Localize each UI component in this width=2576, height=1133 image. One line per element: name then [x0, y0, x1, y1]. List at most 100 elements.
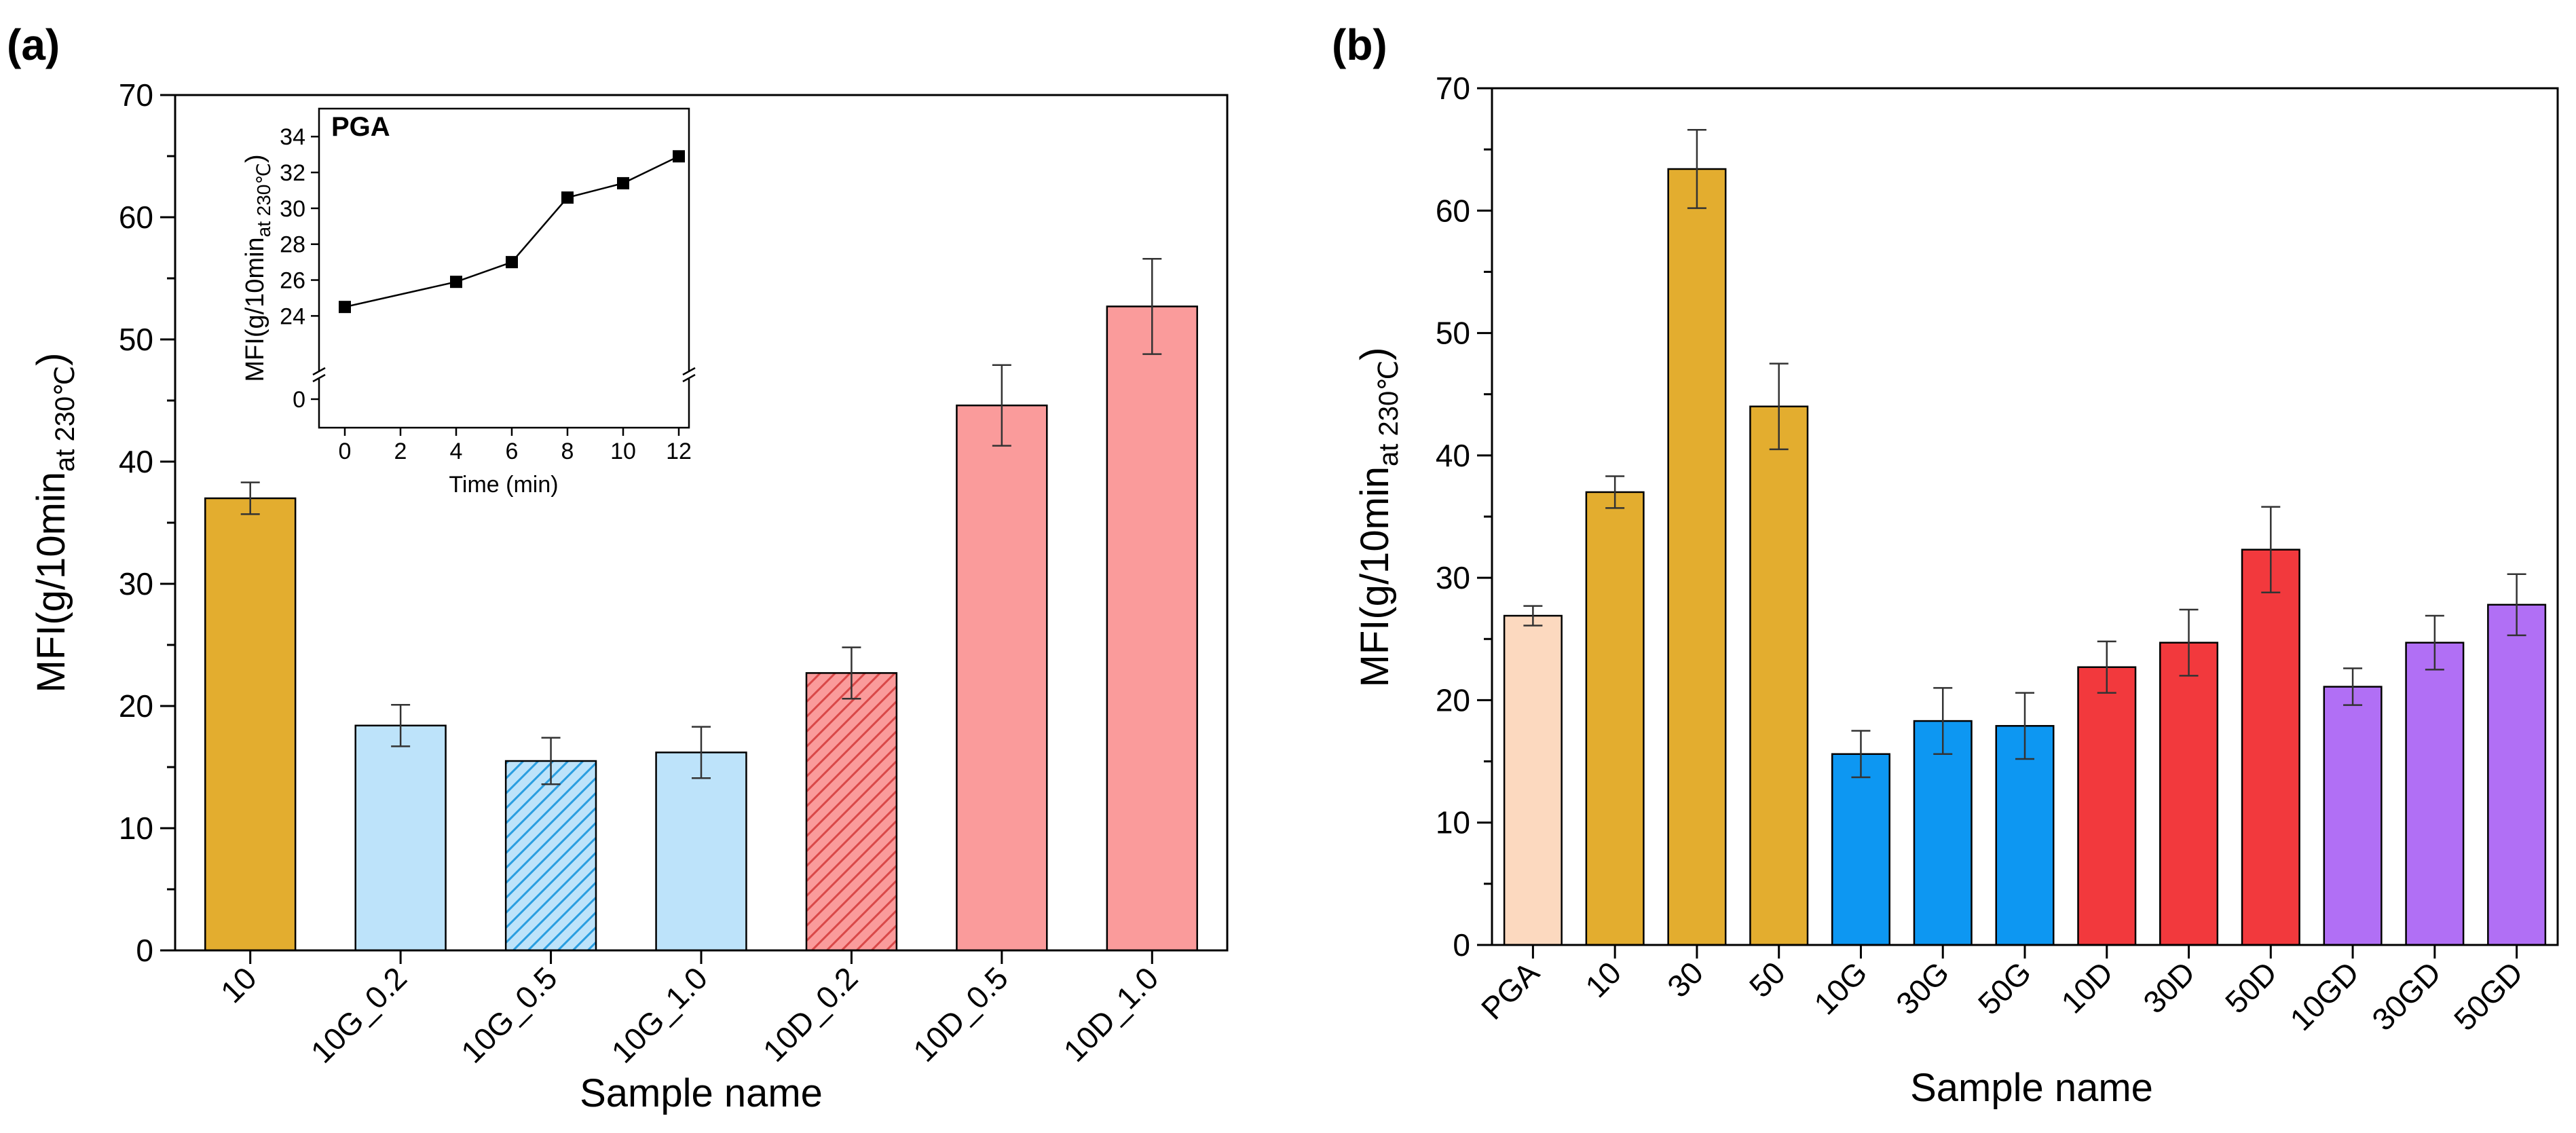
- inset-y-tick-label: 34: [280, 124, 305, 150]
- inset-y-tick-label: 28: [280, 232, 305, 258]
- panel-a-x-axis-title: Sample name: [580, 1071, 823, 1115]
- bar-50GD: [2487, 603, 2547, 946]
- panel-b-plot-frame: [1491, 87, 2559, 946]
- bar-10G: [1831, 753, 1890, 946]
- inset-point-12: [673, 150, 685, 163]
- x-tick-label-10G: 10G: [1807, 954, 1873, 1021]
- x-tick-label-10: 10: [1578, 954, 1628, 1004]
- inset-x-tick-label: 12: [666, 439, 692, 464]
- y-tick-label: 60: [119, 200, 153, 235]
- inset-x-tick-label: 10: [610, 439, 636, 464]
- y-title-close: ): [1353, 348, 1397, 360]
- x-tick-label-50GD: 50GD: [2447, 954, 2530, 1037]
- inset-y-title-subscript: at 230℃: [253, 163, 274, 237]
- bar-50G: [1995, 725, 2055, 946]
- x-tick-label-10D: 10D: [2054, 954, 2119, 1020]
- panel-b-x-axis-title: Sample name: [1910, 1066, 2153, 1110]
- bar-10D_1.0: [1106, 305, 1198, 952]
- y-tick-label: 30: [119, 566, 153, 601]
- bar-50: [1749, 405, 1809, 946]
- bar-30GD: [2405, 642, 2465, 946]
- axis-break-mark: [682, 373, 696, 383]
- inset-x-tick-label: 2: [394, 439, 407, 464]
- x-tick-label-30G: 30G: [1889, 954, 1956, 1021]
- x-tick-label-10D_1.0: 10D_1.0: [1057, 960, 1165, 1069]
- axis-break-mark: [682, 367, 696, 376]
- inset-y-tick-label: 30: [280, 196, 305, 222]
- inset-series-line: [344, 155, 679, 308]
- inset-title: PGA: [331, 112, 390, 142]
- inset-point-10: [617, 177, 629, 189]
- y-tick-label: 20: [119, 688, 153, 724]
- x-tick-label-10D_0.5: 10D_0.5: [906, 960, 1015, 1069]
- bar-10G_1.0: [655, 751, 747, 952]
- panel-a-label: (a): [7, 20, 60, 69]
- bar-10: [1585, 491, 1645, 946]
- bar-10: [204, 497, 297, 952]
- x-tick-label-30GD: 30GD: [2365, 954, 2448, 1037]
- bar-30: [1667, 168, 1727, 946]
- y-title-main: MFI(g/10min: [29, 472, 73, 693]
- inset-y-axis-title: MFI(g/10minat 230℃): [241, 154, 274, 382]
- x-tick-label-50: 50: [1742, 954, 1792, 1004]
- y-tick-label: 70: [119, 77, 153, 113]
- bar-30D: [2159, 642, 2219, 946]
- y-tick-label: 70: [1436, 71, 1470, 106]
- axis-break-mark: [312, 373, 326, 383]
- y-tick-label: 10: [1436, 805, 1470, 840]
- inset-y-tick-label: 0: [293, 387, 305, 413]
- x-tick-label-30: 30: [1660, 954, 1710, 1004]
- x-tick-label-PGA: PGA: [1474, 954, 1546, 1026]
- y-title-main: MFI(g/10min: [1353, 466, 1397, 688]
- inset-point-0: [339, 301, 351, 314]
- y-tick-label: 40: [119, 444, 153, 479]
- x-tick-label-10G_0.2: 10G_0.2: [304, 960, 414, 1070]
- y-tick-label: 50: [1436, 316, 1470, 351]
- inset-y-tick-label: 26: [280, 268, 305, 294]
- bar-PGA: [1503, 614, 1563, 946]
- inset-x-tick-label: 4: [450, 439, 463, 464]
- y-title-subscript: at 230℃: [1374, 360, 1404, 466]
- inset-x-tick-label: 6: [506, 439, 519, 464]
- bar-10G_0.2: [354, 724, 447, 952]
- y-tick-label: 10: [119, 811, 153, 846]
- x-tick-label-10: 10: [214, 960, 263, 1009]
- inset-point-8: [561, 191, 574, 204]
- panel-a-y-axis-title: MFI(g/10minat 230℃): [29, 353, 80, 693]
- y-tick-label: 30: [1436, 560, 1470, 595]
- bar-10D_0.2: [805, 672, 898, 952]
- x-tick-label-10G_1.0: 10G_1.0: [605, 960, 715, 1070]
- inset-x-tick-label: 0: [339, 439, 352, 464]
- bar-10D: [2077, 666, 2137, 946]
- x-tick-label-50D: 50D: [2218, 954, 2283, 1020]
- axis-break-mark: [312, 367, 326, 376]
- x-tick-label-10G_0.5: 10G_0.5: [454, 960, 564, 1070]
- inset-y-title-main: MFI(g/10min: [241, 237, 269, 382]
- inset-y-tick-label: 32: [280, 160, 305, 186]
- x-tick-label-30D: 30D: [2136, 954, 2201, 1020]
- y-tick-label: 0: [136, 933, 153, 968]
- inset-point-6: [506, 256, 518, 269]
- bar-10GD: [2323, 686, 2383, 946]
- panel-a-plot-frame: [174, 94, 1229, 952]
- inset-x-axis-title: Time (min): [449, 472, 558, 498]
- y-tick-label: 50: [119, 322, 153, 357]
- inset-y-tick-label: 24: [280, 303, 305, 329]
- x-tick-label-50G: 50G: [1971, 954, 2038, 1021]
- inset-point-4: [450, 276, 462, 289]
- x-tick-label-10GD: 10GD: [2283, 954, 2366, 1037]
- y-tick-label: 60: [1436, 193, 1470, 228]
- inset-frame: [318, 107, 690, 429]
- bar-10D_0.5: [956, 404, 1048, 952]
- x-tick-label-10D_0.2: 10D_0.2: [756, 960, 865, 1069]
- panel-b-y-axis-title: MFI(g/10minat 230℃): [1353, 348, 1404, 688]
- bar-10G_0.5: [504, 760, 597, 952]
- y-title-subscript: at 230℃: [50, 366, 80, 472]
- y-tick-label: 0: [1453, 927, 1470, 963]
- y-title-close: ): [29, 353, 73, 366]
- inset-x-tick-label: 8: [561, 439, 574, 464]
- panel-b-label: (b): [1332, 20, 1387, 69]
